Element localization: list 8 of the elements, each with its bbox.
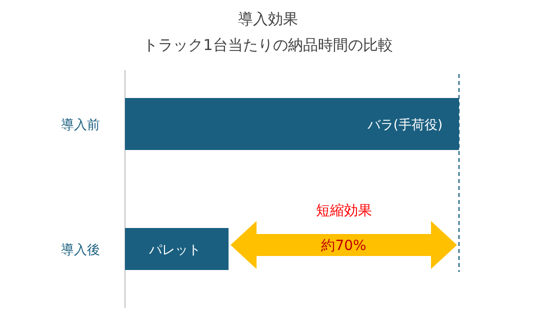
- y-tick-label: 導入後: [61, 243, 100, 258]
- annotation: バラ(手荷役): [366, 118, 443, 133]
- annotation: 短縮効果: [316, 203, 372, 219]
- chart-title: 導入効果: [238, 10, 298, 28]
- chart-subtitle: トラック1台当たりの納品時間の比較: [143, 36, 393, 54]
- annotation: 約70%: [321, 238, 366, 254]
- annotation: パレット: [148, 243, 201, 258]
- y-tick-label: 導入前: [61, 118, 100, 133]
